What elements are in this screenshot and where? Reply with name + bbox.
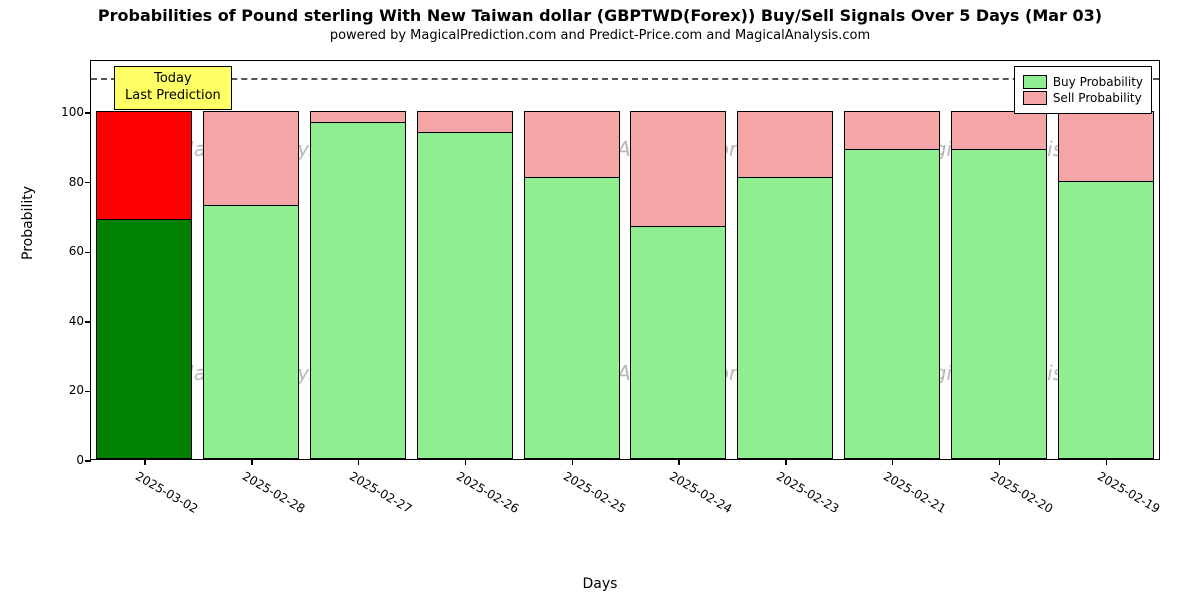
y-tick-label: 80 [44,175,84,189]
chart-title: Probabilities of Pound sterling With New… [0,6,1200,25]
bar-stack [630,111,726,459]
chart-subtitle: powered by MagicalPrediction.com and Pre… [0,28,1200,43]
bar-sell [96,111,192,219]
bar-sell [630,111,726,226]
bar-stack [524,111,620,459]
legend-row: Sell Probability [1023,91,1143,105]
bar-group: 2025-02-25 [518,61,625,459]
plot-inner: MagicalAnalysis.comMagicalAnalysis.comMa… [91,61,1159,459]
x-tick-mark [358,459,360,465]
x-tick-label: 2025-03-02 [133,469,200,516]
y-tick-label: 20 [44,383,84,397]
x-tick-label: 2025-02-23 [774,469,841,516]
legend: Buy Probability Sell Probability [1014,66,1152,114]
bar-stack [96,111,192,459]
bar-sell [524,111,620,177]
bar-buy [844,149,940,459]
x-tick-mark [572,459,574,465]
y-tick-label: 100 [44,105,84,119]
y-tick-label: 60 [44,244,84,258]
y-tick-mark [85,460,91,462]
x-tick-label: 2025-02-24 [667,469,734,516]
bar-buy [524,177,620,459]
bar-sell [951,111,1047,149]
bar-stack [844,111,940,459]
x-tick-mark [1106,459,1108,465]
bar-stack [310,111,406,459]
bar-stack [737,111,833,459]
bar-group: 2025-02-23 [732,61,839,459]
legend-label: Buy Probability [1053,75,1143,89]
bar-group: 2025-02-19 [1052,61,1159,459]
x-tick-label: 2025-02-28 [240,469,307,516]
y-axis-label: Probability [20,186,36,260]
legend-row: Buy Probability [1023,75,1143,89]
x-tick-label: 2025-02-21 [881,469,948,516]
x-tick-mark [892,459,894,465]
x-tick-mark [785,459,787,465]
bar-stack [203,111,299,459]
x-tick-label: 2025-02-25 [561,469,628,516]
x-tick-label: 2025-02-27 [347,469,414,516]
plot-area: MagicalAnalysis.comMagicalAnalysis.comMa… [90,60,1160,460]
bar-sell [737,111,833,177]
legend-label: Sell Probability [1053,91,1142,105]
bar-sell [1058,111,1154,181]
bar-buy [96,219,192,459]
bar-stack [1058,111,1154,459]
bar-stack [951,111,1047,459]
bars-container: 2025-03-022025-02-282025-02-272025-02-26… [91,61,1159,459]
bar-sell [844,111,940,149]
today-callout-line2: Last Prediction [125,88,221,105]
bar-group: 2025-02-24 [625,61,732,459]
bar-buy [203,205,299,459]
y-tick-label: 40 [44,314,84,328]
bar-group: 2025-02-27 [305,61,412,459]
bar-stack [417,111,513,459]
x-tick-mark [251,459,253,465]
bar-sell [310,111,406,121]
today-callout: Today Last Prediction [114,66,232,110]
bar-buy [737,177,833,459]
bar-sell [203,111,299,205]
x-tick-mark [465,459,467,465]
bar-group: 2025-03-02 [91,61,198,459]
x-tick-mark [678,459,680,465]
bar-buy [310,122,406,459]
bar-buy [630,226,726,459]
x-tick-mark [999,459,1001,465]
chart-container: Probabilities of Pound sterling With New… [0,0,1200,600]
bar-group: 2025-02-21 [839,61,946,459]
bar-buy [1058,181,1154,459]
legend-swatch [1023,75,1047,89]
x-tick-label: 2025-02-19 [1095,469,1162,516]
x-axis-label: Days [0,576,1200,592]
bar-group: 2025-02-20 [945,61,1052,459]
x-tick-mark [144,459,146,465]
y-tick-label: 0 [44,453,84,467]
bar-sell [417,111,513,132]
today-callout-line1: Today [125,71,221,88]
legend-swatch [1023,91,1047,105]
x-tick-label: 2025-02-26 [454,469,521,516]
bar-buy [951,149,1047,459]
x-tick-label: 2025-02-20 [988,469,1055,516]
bar-group: 2025-02-26 [411,61,518,459]
bar-buy [417,132,513,459]
bar-group: 2025-02-28 [198,61,305,459]
